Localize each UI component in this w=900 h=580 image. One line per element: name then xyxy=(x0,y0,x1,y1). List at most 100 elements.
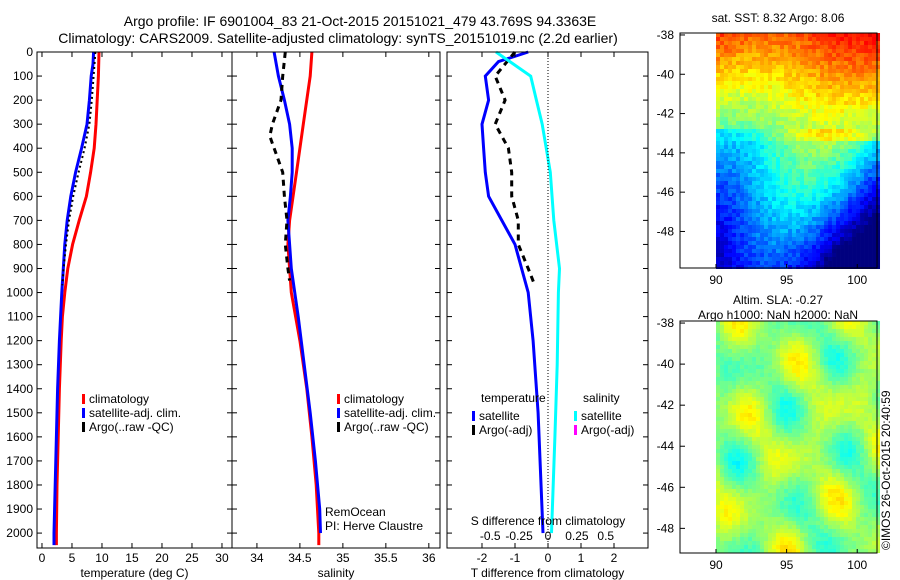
map-cell xyxy=(740,325,745,329)
map-cell xyxy=(828,501,833,505)
map-cell xyxy=(800,213,805,217)
map-cell xyxy=(724,441,729,445)
map-cell xyxy=(868,221,873,225)
map-cell xyxy=(808,369,813,373)
map-cell xyxy=(852,45,857,49)
map-cell xyxy=(720,517,725,521)
map-cell xyxy=(716,45,721,49)
map-cell xyxy=(860,109,865,113)
map-cell xyxy=(864,345,869,349)
map-cell xyxy=(796,393,801,397)
map-cell xyxy=(796,193,801,197)
map-cell xyxy=(756,205,761,209)
map-cell xyxy=(740,357,745,361)
map-cell xyxy=(820,117,825,121)
map-cell xyxy=(808,425,813,429)
map-cell xyxy=(724,349,729,353)
map-cell xyxy=(720,161,725,165)
map-cell xyxy=(748,425,753,429)
map-cell xyxy=(796,125,801,129)
map-cell xyxy=(716,141,721,145)
map-cell xyxy=(860,177,865,181)
title-line-2: Climatology: CARS2009. Satellite-adjuste… xyxy=(58,30,618,46)
map-cell xyxy=(868,329,873,333)
map-cell xyxy=(848,357,853,361)
map-cell xyxy=(740,125,745,129)
map-cell xyxy=(772,165,777,169)
map-cell xyxy=(724,457,729,461)
map-cell xyxy=(848,205,853,209)
map-cell xyxy=(768,85,773,89)
map-cell xyxy=(748,521,753,525)
map-cell xyxy=(736,169,741,173)
map-cell xyxy=(720,521,725,525)
map-cell xyxy=(744,469,749,473)
map-cell xyxy=(840,37,845,41)
map-cell xyxy=(816,45,821,49)
map-cell xyxy=(844,129,849,133)
map-cell xyxy=(788,521,793,525)
map-cell xyxy=(864,541,869,545)
map-cell xyxy=(848,153,853,157)
map-cell xyxy=(860,533,865,537)
map-cell xyxy=(788,249,793,253)
map-cell xyxy=(740,457,745,461)
map-cell xyxy=(876,493,881,497)
map-cell xyxy=(724,397,729,401)
map-cell xyxy=(844,69,849,73)
map-cell xyxy=(744,61,749,65)
map-cell xyxy=(816,33,821,37)
map-cell xyxy=(876,249,881,253)
map-cell xyxy=(756,161,761,165)
map-cell xyxy=(792,61,797,65)
map-cell xyxy=(796,69,801,73)
map-cell xyxy=(756,529,761,533)
map-cell xyxy=(812,457,817,461)
map-cell xyxy=(776,97,781,101)
map-cell xyxy=(800,449,805,453)
map-cell xyxy=(848,189,853,193)
map-cell xyxy=(724,245,729,249)
map-cell xyxy=(844,89,849,93)
map-cell xyxy=(760,429,765,433)
map-cell xyxy=(868,101,873,105)
map-cell xyxy=(724,85,729,89)
map-cell xyxy=(776,57,781,61)
map-cell xyxy=(872,477,877,481)
map-cell xyxy=(816,97,821,101)
map-cell xyxy=(852,397,857,401)
map-cell xyxy=(872,521,877,525)
map-cell xyxy=(780,149,785,153)
map-cell xyxy=(868,505,873,509)
map-cell xyxy=(784,49,789,53)
map-cell xyxy=(760,469,765,473)
map-cell xyxy=(720,345,725,349)
map-cell xyxy=(832,421,837,425)
map-cell xyxy=(744,85,749,89)
map-cell xyxy=(852,137,857,141)
map-cell xyxy=(756,421,761,425)
map-cell xyxy=(788,441,793,445)
map-cell xyxy=(876,121,881,125)
map-cell xyxy=(720,213,725,217)
map-cell xyxy=(804,193,809,197)
map-cell xyxy=(840,141,845,145)
map-cell xyxy=(864,409,869,413)
map-cell xyxy=(820,105,825,109)
map-cell xyxy=(852,85,857,89)
map-cell xyxy=(848,149,853,153)
map-cell xyxy=(728,233,733,237)
map-cell xyxy=(848,529,853,533)
map-cell xyxy=(780,137,785,141)
map-cell xyxy=(824,321,829,325)
map-cell xyxy=(860,457,865,461)
map-cell xyxy=(872,229,877,233)
map-cell xyxy=(760,373,765,377)
map-cell xyxy=(792,257,797,261)
map-cell xyxy=(856,221,861,225)
map-cell xyxy=(868,89,873,93)
map-cell xyxy=(860,385,865,389)
map-cell xyxy=(804,509,809,513)
map-cell xyxy=(760,173,765,177)
map-cell xyxy=(780,413,785,417)
